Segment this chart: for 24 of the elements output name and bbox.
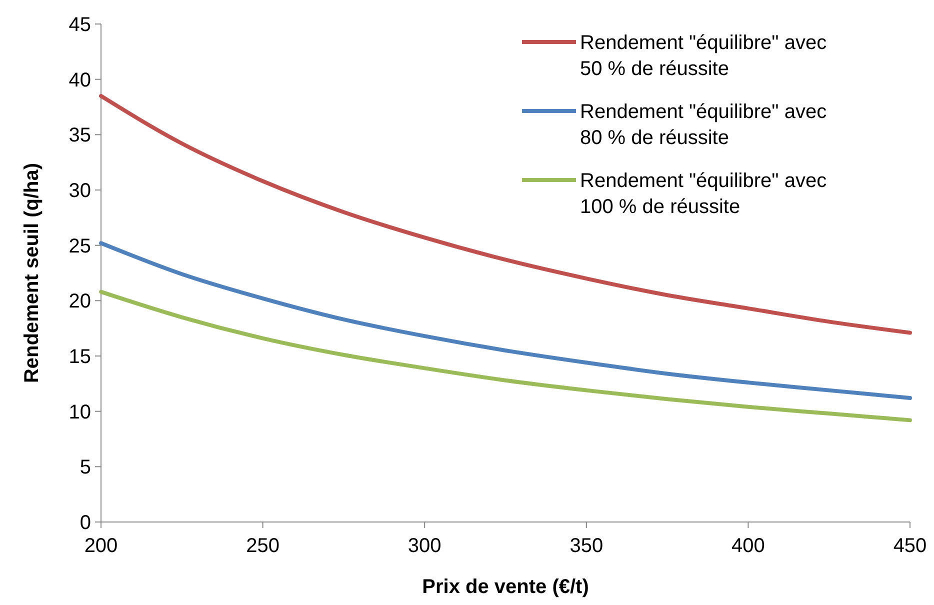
y-tick-label: 5: [80, 456, 91, 479]
line-series: [99, 241, 912, 400]
y-axis-title: Rendement seuil (q/ha): [21, 162, 43, 384]
x-axis-title: Prix de vente (€/t): [422, 576, 589, 598]
y-tick-label: 20: [68, 290, 91, 313]
y-tick-label: 30: [68, 180, 91, 202]
x-tick-label: 300: [408, 535, 442, 557]
y-tick-label: 45: [68, 14, 91, 36]
legend-label: Rendement "équilibre" avec 100 % de réussite: [580, 170, 827, 218]
y-tick-label: 35: [68, 124, 91, 147]
y-tick-label: 10: [68, 401, 91, 424]
legend-label: Rendement "équilibre" avec 80 % de réussite: [580, 101, 827, 149]
y-tick-label: 0: [80, 512, 91, 534]
y-tick-label: 25: [68, 235, 91, 258]
x-tick-label: 400: [732, 535, 765, 557]
legend-label: Rendement "équilibre" avec 50 % de réussite: [580, 32, 827, 80]
y-tick-label: 40: [68, 69, 91, 92]
x-tick-label: 200: [84, 535, 118, 557]
x-tick-label: 450: [893, 535, 927, 557]
line-series: [99, 94, 912, 335]
x-tick-label: 250: [246, 535, 280, 557]
x-tick-label: 350: [570, 535, 604, 557]
y-tick-label: 15: [68, 346, 91, 368]
line-series: [99, 290, 912, 422]
